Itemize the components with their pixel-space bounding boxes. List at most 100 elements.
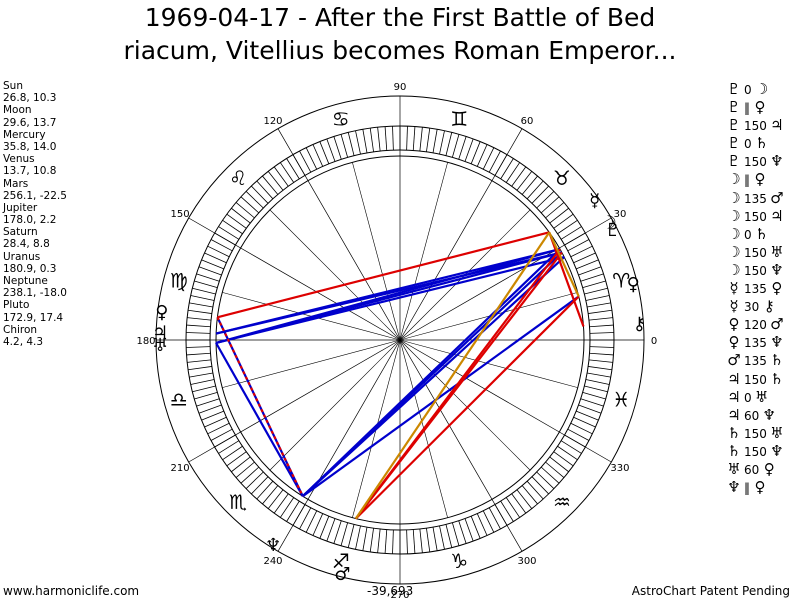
degree-tick [553, 451, 574, 467]
degree-tick [549, 207, 569, 224]
aspect-row: ♄ 150 ♆ [727, 442, 784, 460]
planet-glyph-icon: ♆ [762, 405, 776, 424]
aspect-row: ♃ 60 ♆ [727, 406, 784, 424]
chart-planet-icon: ♇ [605, 220, 621, 241]
degree-tick [384, 529, 388, 554]
degree-tick [340, 522, 349, 546]
planet-glyph-icon: ♀ [754, 478, 766, 497]
aspect-row: ♇ 0 ♄ [727, 134, 784, 152]
degree-tick [186, 352, 211, 356]
degree-tick [218, 226, 240, 240]
degree-tick [432, 527, 438, 551]
aspect-row: ☽ 0 ♄ [727, 225, 784, 243]
degree-tick [198, 266, 222, 276]
planet-glyph-icon: ♇ [727, 152, 741, 171]
aspect-angle: 0 [744, 227, 752, 242]
planet-glyph-icon: ♇ [727, 80, 741, 98]
planet-glyph-icon: ♀ [728, 333, 740, 352]
planet-glyph-icon: ☽ [727, 260, 741, 279]
degree-tick [584, 287, 608, 295]
planet-name: Saturn [3, 226, 38, 239]
degree-tick [377, 127, 381, 152]
degree-tick [588, 309, 612, 314]
degree-tick [588, 317, 613, 321]
planet-positions-list: Sun 26.8, 10.3 Moon 29.6, 13.7 Mercury 3… [3, 80, 67, 348]
degree-tick [333, 520, 342, 544]
planet-coords: 4.2, 4.3 [3, 335, 44, 348]
degree-tick [188, 309, 212, 314]
planet-name: Jupiter [3, 201, 38, 214]
aspect-row: ♇ 0 ☽ [727, 80, 784, 98]
planet-coords: 26.8, 10.3 [3, 92, 57, 105]
degree-tick [210, 239, 233, 252]
planet-glyph-icon: ♇ [727, 116, 741, 135]
degree-tick [576, 259, 599, 270]
planet-name: Mercury [3, 128, 46, 141]
degree-tick [187, 317, 212, 321]
aspect-angle: 60 [744, 408, 760, 423]
planet-coords: 256.1, -22.5 [3, 189, 67, 202]
degree-tick [267, 489, 284, 509]
degree-label: 180 [136, 336, 155, 347]
planet-glyph-icon: ☿ [729, 279, 739, 298]
aspect-row: ☽ 150 ♅ [727, 243, 784, 261]
degree-tick [451, 522, 460, 546]
degree-label: 60 [521, 116, 534, 127]
degree-tick [589, 332, 614, 334]
degree-tick [464, 518, 474, 542]
planet-glyph-icon: ♀ [754, 170, 766, 189]
degree-tick [536, 471, 555, 489]
aspect-line [215, 255, 565, 344]
sign-divider [277, 339, 401, 552]
degree-tick [570, 422, 593, 435]
planet-glyph-icon: ♆ [770, 333, 784, 352]
planet-glyph-icon: ♆ [770, 152, 784, 171]
planet-glyph-icon: ♅ [770, 242, 784, 261]
aspect-row: ♇ ‖ ♀ [727, 98, 784, 116]
planet-glyph-icon: ♇ [727, 134, 741, 153]
planet-name: Uranus [3, 250, 41, 263]
planet-glyph-icon: ♀ [754, 98, 766, 117]
planet-name: Chiron [3, 323, 38, 336]
degree-tick [299, 150, 312, 173]
inner-spoke [269, 209, 401, 341]
planet-name: Mars [3, 177, 29, 190]
degree-tick [207, 245, 230, 258]
chart-planet-icon: ♀ [627, 274, 640, 295]
aspect-row: ♃ 0 ♅ [727, 388, 784, 406]
degree-tick [439, 130, 445, 155]
planet-glyph-icon: ☽ [727, 206, 741, 225]
aspect-row: ♅ 60 ♀ [727, 460, 784, 478]
aspect-angle: 150 [744, 444, 767, 459]
planet-glyph-icon: ☽ [754, 80, 769, 98]
degree-tick [451, 134, 460, 158]
degree-tick [578, 266, 602, 276]
aspect-angle: 150 [744, 372, 767, 387]
degree-tick [531, 476, 549, 495]
degree-tick [553, 213, 574, 229]
aspect-row: ♇ 150 ♆ [727, 152, 784, 170]
degree-tick [426, 528, 431, 552]
degree-tick [312, 513, 324, 536]
degree-tick [192, 287, 216, 295]
planet-name: Sun [3, 80, 23, 92]
degree-tick [567, 428, 590, 441]
aspect-angle: 150 [744, 426, 767, 441]
degree-tick [412, 529, 416, 554]
degree-tick [589, 324, 614, 328]
degree-tick [267, 171, 284, 191]
degree-tick [369, 128, 374, 152]
degree-tick [384, 126, 388, 151]
degree-tick [355, 525, 361, 550]
degree-tick [439, 525, 445, 550]
degree-tick [505, 497, 520, 518]
aspect-line [302, 295, 580, 498]
chart-planet-icon: ⚷ [633, 313, 646, 334]
degree-tick [222, 445, 243, 460]
zodiac-sign-icon: ♒ [553, 490, 571, 514]
degree-tick [186, 346, 211, 348]
degree-tick [511, 493, 527, 514]
degree-tick [540, 196, 560, 214]
degree-tick [560, 440, 582, 454]
